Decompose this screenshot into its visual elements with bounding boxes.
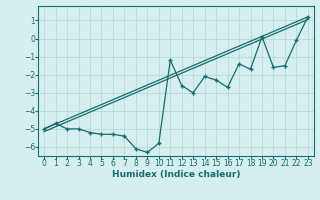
X-axis label: Humidex (Indice chaleur): Humidex (Indice chaleur) [112, 170, 240, 179]
